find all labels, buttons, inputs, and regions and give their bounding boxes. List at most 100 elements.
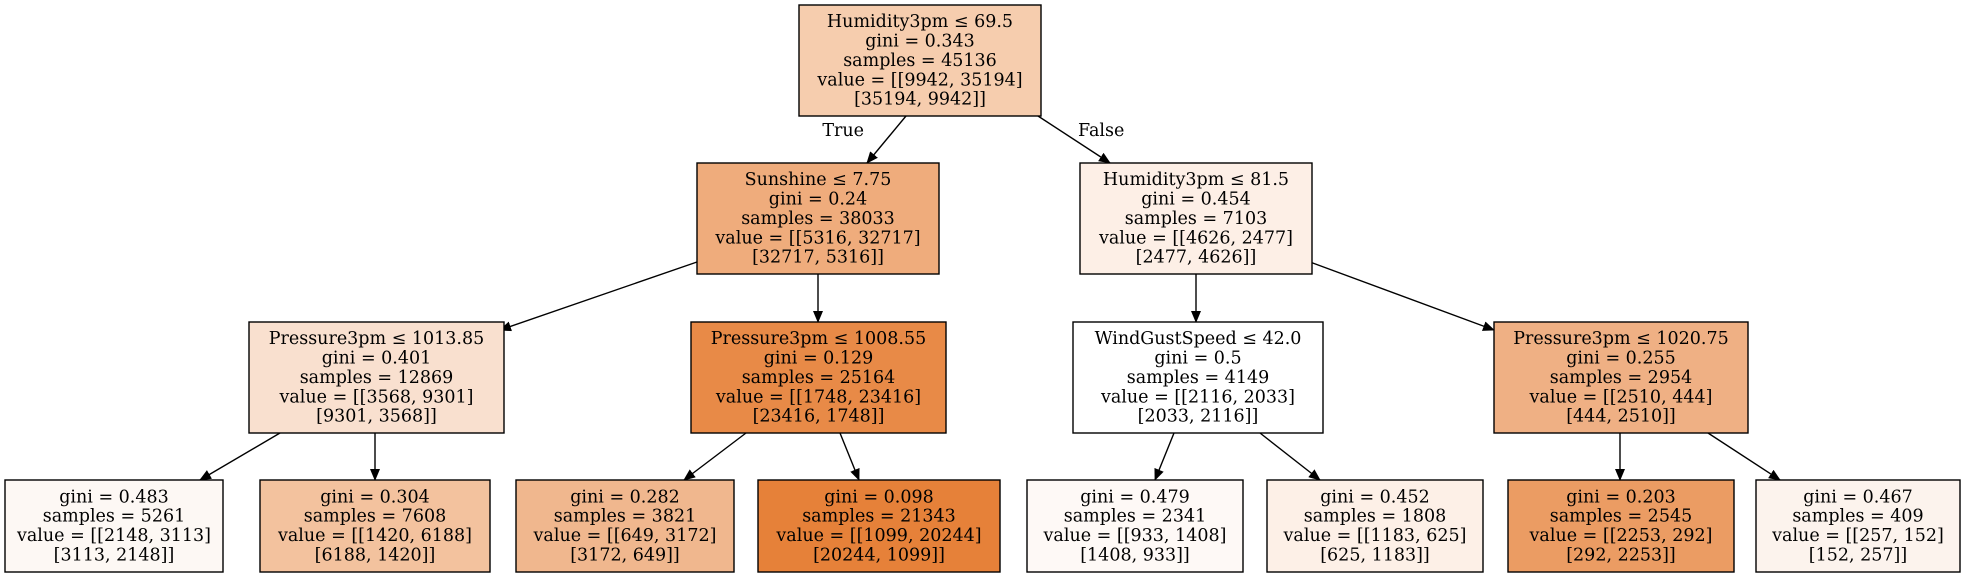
node-line: samples = 25164 bbox=[742, 368, 896, 388]
node-line: samples = 2545 bbox=[1550, 507, 1692, 527]
node-line: gini = 0.401 bbox=[322, 349, 432, 369]
node-line: value = [[2148, 3113] bbox=[16, 526, 211, 546]
edge-label-false: False bbox=[1078, 121, 1124, 141]
node-line: Humidity3pm ≤ 69.5 bbox=[827, 12, 1013, 32]
node-line: gini = 0.483 bbox=[59, 487, 169, 507]
edges-layer: True False bbox=[199, 115, 1781, 481]
node-line: gini = 0.129 bbox=[764, 349, 874, 369]
node-box bbox=[248, 321, 505, 434]
node-line: samples = 12869 bbox=[300, 368, 454, 388]
node-line: samples = 21343 bbox=[802, 507, 956, 527]
node-line: value = [[5316, 32717] bbox=[714, 228, 920, 248]
node-box bbox=[690, 321, 947, 434]
node-line: samples = 2954 bbox=[1550, 368, 1692, 388]
node-line: value = [[257, 152] bbox=[1771, 526, 1944, 546]
node-line: [292, 2253]] bbox=[1566, 546, 1676, 566]
node-line: value = [[2510, 444] bbox=[1529, 387, 1713, 407]
node-line: samples = 409 bbox=[1792, 507, 1923, 527]
node-line: samples = 7608 bbox=[304, 507, 446, 527]
node-line: value = [[649, 3172] bbox=[533, 526, 717, 546]
node-box bbox=[1079, 162, 1313, 275]
node-line: value = [[4626, 2477] bbox=[1098, 228, 1293, 248]
node-line: [35194, 9942]] bbox=[854, 90, 986, 110]
node-line: [3113, 2148]] bbox=[54, 546, 175, 566]
node-line: samples = 7103 bbox=[1125, 209, 1267, 229]
node-line: [2477, 4626]] bbox=[1136, 248, 1257, 268]
node-box bbox=[515, 479, 735, 573]
node-box bbox=[1755, 479, 1961, 573]
edge-n1-n3 bbox=[499, 261, 698, 332]
node-line: [444, 2510]] bbox=[1566, 407, 1676, 427]
node-line: gini = 0.098 bbox=[824, 487, 934, 507]
node-line: gini = 0.282 bbox=[570, 487, 680, 507]
node-line: samples = 45136 bbox=[843, 51, 997, 71]
node-line: value = [[1420, 6188] bbox=[277, 526, 472, 546]
edge-n4-n10 bbox=[839, 432, 860, 481]
node-line: Pressure3pm ≤ 1013.85 bbox=[269, 329, 485, 349]
node-line: value = [[2253, 292] bbox=[1529, 526, 1713, 546]
edge-n0-n1 bbox=[866, 115, 907, 164]
node-line: value = [[933, 1408] bbox=[1043, 526, 1227, 546]
node-line: [2033, 2116]] bbox=[1138, 407, 1259, 427]
node-line: [9301, 3568]] bbox=[316, 407, 437, 427]
node-line: samples = 2341 bbox=[1064, 507, 1206, 527]
node-line: WindGustSpeed ≤ 42.0 bbox=[1095, 329, 1302, 349]
node-box bbox=[1072, 321, 1324, 434]
node-line: value = [[1748, 23416] bbox=[715, 387, 921, 407]
node-box bbox=[1493, 321, 1749, 434]
edge-n0-n2 bbox=[1037, 115, 1111, 164]
node-line: gini = 0.24 bbox=[769, 190, 867, 210]
node-line: Humidity3pm ≤ 81.5 bbox=[1103, 170, 1289, 190]
node-line: gini = 0.454 bbox=[1141, 190, 1251, 210]
node-line: [20244, 1099]] bbox=[813, 546, 945, 566]
node-line: value = [[1183, 625] bbox=[1283, 526, 1467, 546]
node-line: Pressure3pm ≤ 1020.75 bbox=[1513, 329, 1729, 349]
node-line: samples = 1808 bbox=[1304, 507, 1446, 527]
node-box bbox=[1266, 479, 1484, 573]
node-line: [152, 257]] bbox=[1809, 546, 1907, 566]
node-line: [3172, 649]] bbox=[570, 546, 680, 566]
node-line: gini = 0.467 bbox=[1803, 487, 1913, 507]
node-box bbox=[259, 479, 491, 573]
node-box bbox=[757, 479, 1001, 573]
node-box bbox=[1507, 479, 1735, 573]
node-line: [6188, 1420]] bbox=[315, 546, 436, 566]
node-line: gini = 0.5 bbox=[1154, 349, 1241, 369]
edge-n2-n6 bbox=[1309, 261, 1495, 331]
edge-n5-n11 bbox=[1154, 432, 1175, 481]
edge-label-true: True bbox=[822, 121, 864, 141]
node-line: [32717, 5316]] bbox=[752, 248, 884, 268]
node-line: value = [[3568, 9301] bbox=[278, 387, 473, 407]
node-line: [23416, 1748]] bbox=[753, 407, 885, 427]
node-box bbox=[696, 162, 940, 275]
node-line: samples = 38033 bbox=[741, 209, 895, 229]
edge-n6-n14 bbox=[1707, 432, 1781, 481]
node-line: [1408, 933]] bbox=[1080, 546, 1190, 566]
edge-n4-n9 bbox=[683, 432, 747, 481]
node-line: value = [[9942, 35194] bbox=[816, 70, 1022, 90]
node-line: gini = 0.343 bbox=[865, 32, 975, 52]
node-line: value = [[2116, 2033] bbox=[1100, 387, 1295, 407]
node-box bbox=[798, 4, 1042, 117]
edge-n3-n7 bbox=[199, 432, 281, 481]
node-line: value = [[1099, 20244] bbox=[775, 526, 981, 546]
edge-n5-n12 bbox=[1259, 432, 1321, 481]
node-box bbox=[1026, 479, 1244, 573]
node-line: [625, 1183]] bbox=[1320, 546, 1430, 566]
node-line: samples = 3821 bbox=[554, 507, 696, 527]
node-line: gini = 0.304 bbox=[320, 487, 430, 507]
